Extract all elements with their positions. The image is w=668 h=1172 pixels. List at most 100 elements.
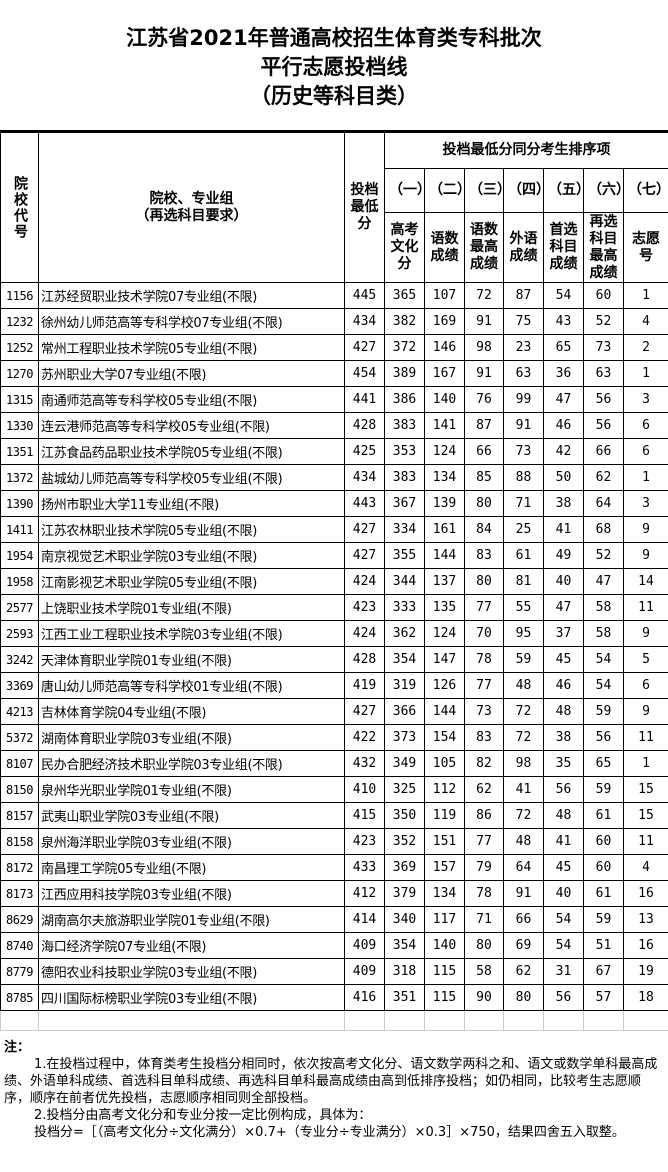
first-subject-score: 46 (543, 412, 584, 439)
first-subject-score: 40 (543, 880, 584, 907)
chinese-math-score: 139 (424, 490, 465, 517)
table-row: 8107 民办合肥经济技术职业学院03专业组(不限) 432 349 105 82 98 35… (0, 750, 668, 777)
foreign-lang-score: 72 (503, 724, 544, 751)
first-subject-score: 54 (543, 932, 584, 959)
table-row: 1252 常州工程职业技术学院05专业组(不限) 427 372 146 98 23 65 73… (0, 334, 668, 361)
first-subject-score: 45 (543, 646, 584, 673)
table-row: 1372 盐城幼儿师范高等专科学校05专业组(不限) 434 383 134 85 88 50… (0, 464, 668, 491)
school-group-name: 江西应用科技学院03专业组(不限) (38, 880, 345, 907)
foreign-lang-score: 62 (503, 958, 544, 985)
school-code: 1390 (0, 490, 39, 517)
second-subject-max: 58 (583, 594, 624, 621)
min-score: 423 (344, 594, 385, 621)
table-row: 8740 海口经济学院07专业组(不限) 409 354 140 80 69 54 51 16 (0, 932, 668, 959)
first-subject-score: 54 (543, 906, 584, 933)
school-code: 3369 (0, 672, 39, 699)
school-code: 2577 (0, 594, 39, 621)
table-row: 1351 江苏食品药品职业技术学院05专业组(不限) 425 353 124 66 73 42… (0, 438, 668, 465)
chinese-math-max: 71 (464, 906, 504, 933)
chinese-math-score: 140 (424, 386, 465, 413)
first-subject-score: 47 (543, 386, 584, 413)
chinese-math-max: 86 (464, 802, 504, 829)
preference-number: 16 (622, 880, 668, 907)
chinese-math-score: 140 (424, 932, 465, 959)
table-row: 1315 南通师范高等专科学校05专业组(不限) 441 386 140 76 99 47 56… (0, 386, 668, 413)
school-group-name: 民办合肥经济技术职业学院03专业组(不限) (38, 750, 345, 777)
school-code: 1315 (0, 386, 39, 413)
first-subject-score: 56 (543, 776, 584, 803)
chinese-math-score: 134 (424, 464, 465, 491)
school-group-name: 湖南高尔夫旅游职业学院01专业组(不限) (38, 906, 345, 933)
first-subject-score: 48 (543, 802, 584, 829)
note-2: 2.投档分由高考文化分和专业分按一定比例构成，具体为： (34, 1108, 372, 1123)
culture-score: 362 (384, 620, 425, 647)
chinese-math-max: 76 (464, 386, 504, 413)
table-row: 1232 徐州幼儿师范高等专科学校07专业组(不限) 434 382 169 91 75 43… (0, 308, 668, 335)
min-score: 412 (344, 880, 385, 907)
chinese-math-max: 90 (464, 984, 504, 1011)
min-score: 441 (344, 386, 385, 413)
culture-score: 354 (384, 932, 425, 959)
preference-number: 4 (622, 308, 668, 335)
min-score: 443 (344, 490, 385, 517)
chinese-math-max: 91 (464, 360, 504, 387)
foreign-lang-score: 61 (503, 542, 544, 569)
min-score: 416 (344, 984, 385, 1011)
table-row: 8157 武夷山职业学院03专业组(不限) 415 350 119 86 72 48 61 15 (0, 802, 668, 829)
foreign-lang-score: 91 (503, 880, 544, 907)
foreign-lang-score: 66 (503, 906, 544, 933)
preference-number: 9 (622, 698, 668, 725)
first-subject-score: 42 (543, 438, 584, 465)
culture-score: 372 (384, 334, 425, 361)
school-code: 3242 (0, 646, 39, 673)
preference-number: 6 (622, 672, 668, 699)
score-table: 院校代号 院校、专业组 （再选科目要求） 投档最低分 投档最低分同分考生排序项 … (0, 132, 668, 1031)
header-sort-label: 语数最高成绩 (464, 212, 504, 283)
preference-number: 19 (622, 958, 668, 985)
min-score: 445 (344, 282, 385, 309)
preference-number: 11 (622, 594, 668, 621)
foreign-lang-score: 98 (503, 750, 544, 777)
table-row: 1954 南京视觉艺术职业学院03专业组(不限) 427 355 144 83 61 49 52… (0, 542, 668, 569)
header-sort-num: （三） (464, 168, 504, 213)
second-subject-max: 60 (583, 854, 624, 881)
school-group-name: 江苏食品药品职业技术学院05专业组(不限) (38, 438, 345, 465)
table-row: 4213 吉林体育学院04专业组(不限) 427 366 144 73 72 48 59 9 (0, 698, 668, 725)
chinese-math-score: 161 (424, 516, 465, 543)
preference-number: 3 (622, 386, 668, 413)
school-code: 1270 (0, 360, 39, 387)
table-row: 1330 连云港师范高等专科学校05专业组(不限) 428 383 141 87 91 46 5… (0, 412, 668, 439)
chinese-math-max: 98 (464, 334, 504, 361)
min-score: 427 (344, 698, 385, 725)
chinese-math-max: 73 (464, 698, 504, 725)
culture-score: 353 (384, 438, 425, 465)
culture-score: 367 (384, 490, 425, 517)
school-code: 8785 (0, 984, 39, 1011)
foreign-lang-score: 69 (503, 932, 544, 959)
table-row: 1411 江苏农林职业技术学院05专业组(不限) 427 334 161 84 25 41 68… (0, 516, 668, 543)
school-group-name: 常州工程职业技术学院05专业组(不限) (38, 334, 345, 361)
chinese-math-score: 144 (424, 542, 465, 569)
min-score: 428 (344, 646, 385, 673)
foreign-lang-score: 80 (503, 984, 544, 1011)
chinese-math-max: 62 (464, 776, 504, 803)
first-subject-score: 48 (543, 698, 584, 725)
min-score: 419 (344, 672, 385, 699)
preference-number: 6 (622, 438, 668, 465)
preference-number: 14 (622, 568, 668, 595)
culture-score: 354 (384, 646, 425, 673)
document-title: 江苏省2021年普通高校招生体育类专科批次 平行志愿投档线 （历史等科目类） (0, 0, 668, 132)
culture-score: 334 (384, 516, 425, 543)
header-sort-label: 志愿号 (622, 212, 668, 283)
culture-score: 318 (384, 958, 425, 985)
min-score: 434 (344, 308, 385, 335)
school-group-name: 唐山幼儿师范高等专科学校01专业组(不限) (38, 672, 345, 699)
header-sort-label: 高考文化分 (384, 212, 425, 283)
first-subject-score: 36 (543, 360, 584, 387)
school-group-name: 盐城幼儿师范高等专科学校05专业组(不限) (38, 464, 345, 491)
table-row: 5372 湖南体育职业学院03专业组(不限) 422 373 154 83 72 38 56 11 (0, 724, 668, 751)
header-code: 院校代号 (0, 132, 39, 283)
second-subject-max: 52 (583, 308, 624, 335)
school-group-name: 江苏经贸职业技术学院07专业组(不限) (38, 282, 345, 309)
school-group-name: 武夷山职业学院03专业组(不限) (38, 802, 345, 829)
